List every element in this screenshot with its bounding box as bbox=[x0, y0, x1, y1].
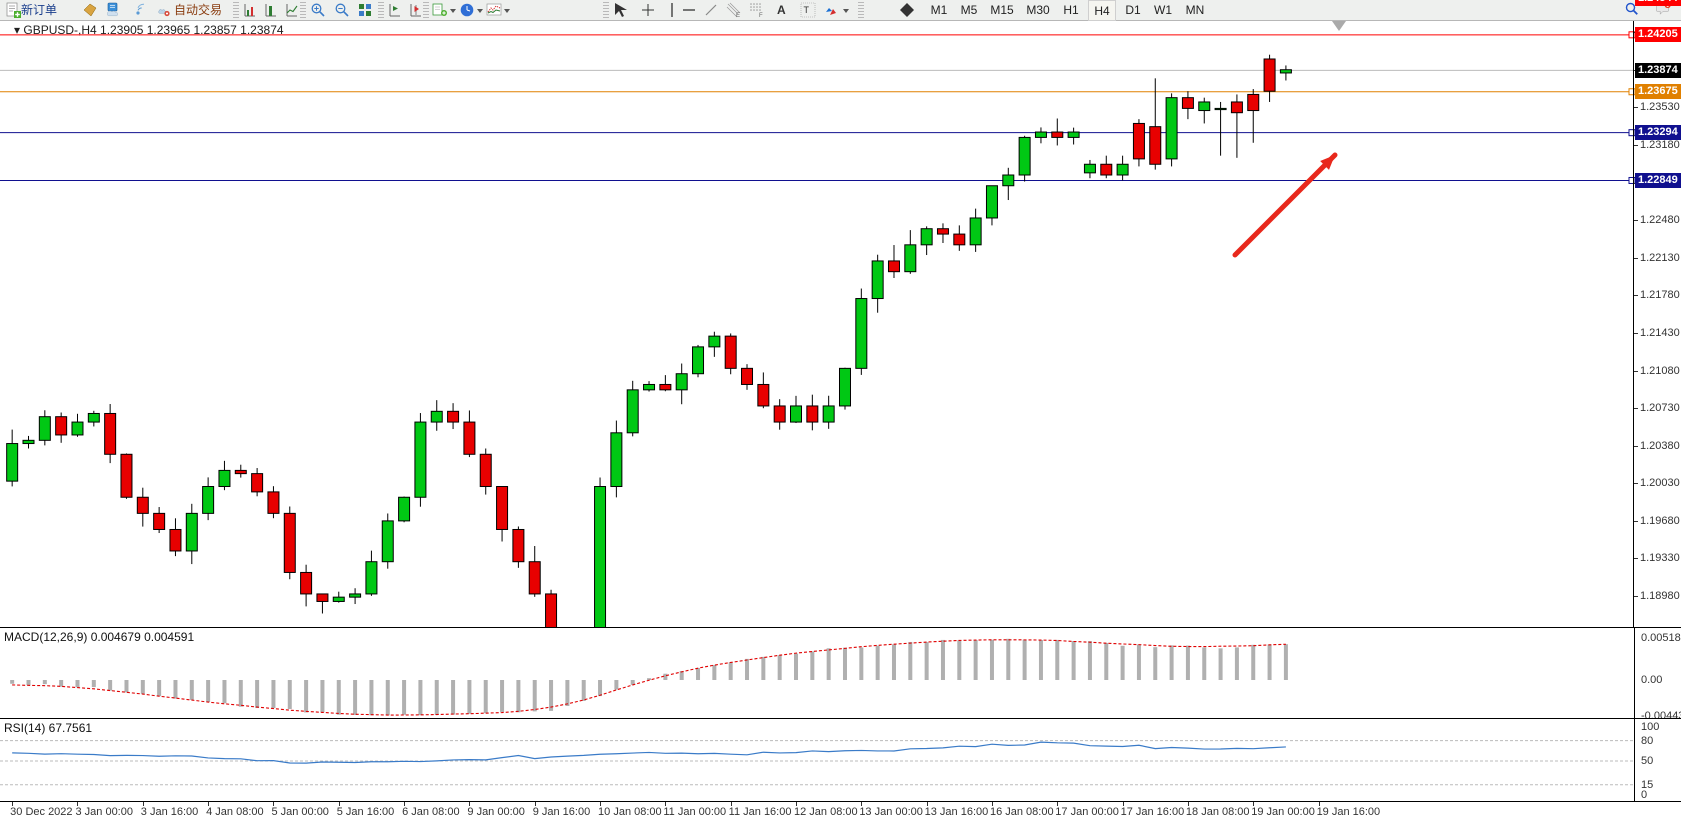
svg-text:E: E bbox=[736, 13, 740, 18]
svg-text:F: F bbox=[759, 13, 763, 18]
svg-text:T: T bbox=[804, 5, 810, 15]
